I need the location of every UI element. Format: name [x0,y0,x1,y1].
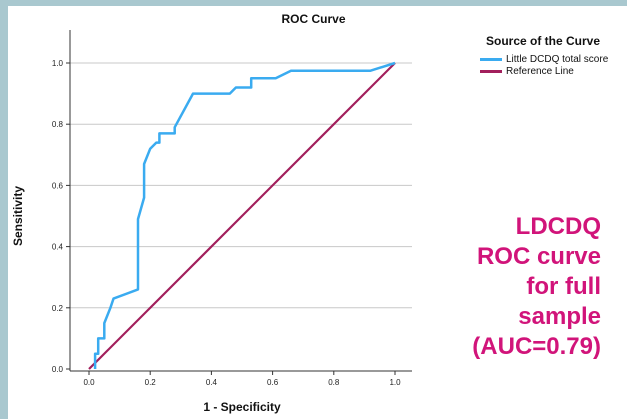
legend-label-reference: Reference Line [506,65,574,77]
legend-item-roc: Little DCDQ total score [480,53,624,65]
roc-curve-line [93,61,396,369]
legend: Source of the Curve Little DCDQ total sc… [454,34,624,77]
y-tick-label: 0.2 [52,304,64,313]
x-tick-label: 0.4 [206,378,218,387]
y-tick-label: 0.4 [52,243,64,252]
legend-item-reference: Reference Line [480,65,624,77]
x-tick-label: 0.0 [83,378,95,387]
y-tick-label: 0.8 [52,120,64,129]
y-tick-label: 1.0 [52,59,64,68]
chart-title: ROC Curve [281,12,346,26]
x-axis-label: 1 - Specificity [203,400,281,414]
y-tick-label: 0.6 [52,181,64,190]
legend-title: Source of the Curve [486,34,601,48]
chart-panel [8,6,627,419]
legend-swatch-roc [480,57,502,61]
legend-label-roc: Little DCDQ total score [506,53,609,65]
x-tick-label: 0.8 [328,378,340,387]
y-tick-label: 0.0 [52,365,64,374]
legend-swatch-reference [480,69,502,73]
x-tick-label: 1.0 [389,378,401,387]
reference-line [88,62,396,370]
x-tick-label: 0.6 [267,378,279,387]
x-tick-label: 0.2 [145,378,157,387]
auc-annotation: LDCDQ ROC curve for full sample (AUC=0.7… [472,213,601,360]
